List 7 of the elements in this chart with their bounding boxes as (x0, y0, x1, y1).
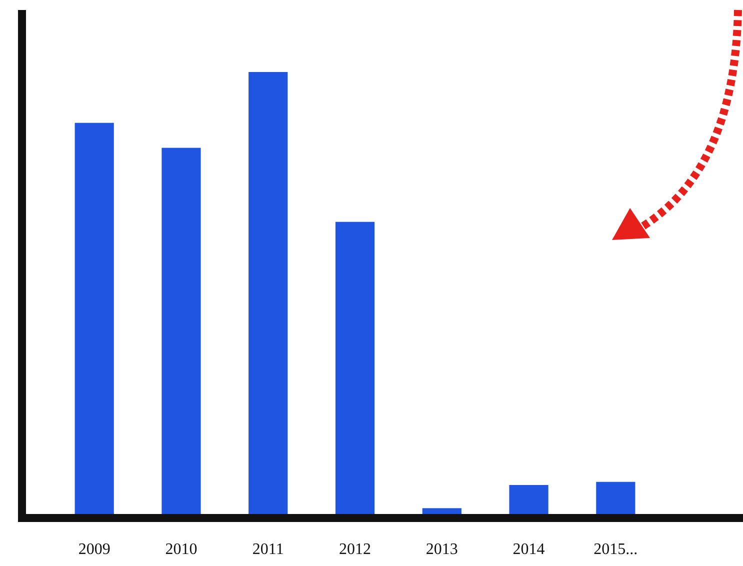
x-tick-label: 2013 (426, 541, 458, 558)
x-tick-label: 2009 (78, 541, 110, 558)
x-tick-label: 2011 (252, 541, 284, 558)
x-tick-label: 2015... (594, 541, 638, 558)
x-tick-label: 2014 (512, 541, 545, 558)
x-tick-label: 2010 (165, 541, 198, 558)
x-tick-label: 2012 (339, 541, 371, 558)
